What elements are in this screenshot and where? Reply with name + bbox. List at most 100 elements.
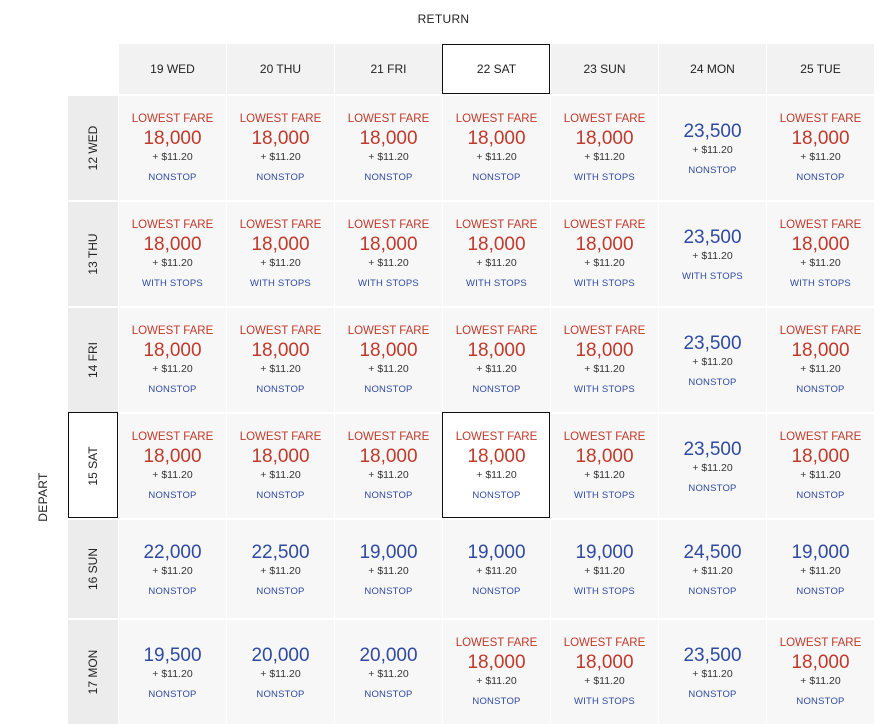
fare-tax: + $11.20 [260, 257, 301, 269]
fare-tax: + $11.20 [800, 469, 841, 481]
fare-price: 18,000 [251, 340, 310, 361]
stops-label: NONSTOP [472, 490, 521, 501]
return-date-header[interactable]: 22 SAT [442, 44, 550, 94]
fare-cell[interactable]: LOWEST FARE 18,000 + $11.20 NONSTOP [118, 94, 226, 200]
fare-cell[interactable]: LOWEST FARE 18,000 + $11.20 WITH STOPS [550, 94, 658, 200]
lowest-fare-badge: LOWEST FARE [455, 325, 538, 337]
fare-tax: + $11.20 [476, 151, 517, 163]
fare-tax: + $11.20 [476, 469, 517, 481]
fare-price: 18,000 [467, 340, 526, 361]
fare-cell[interactable]: LOWEST FARE 18,000 + $11.20 NONSTOP [766, 618, 874, 724]
stops-label: NONSTOP [148, 585, 197, 597]
fare-cell[interactable]: LOWEST FARE 18,000 + $11.20 NONSTOP [334, 94, 442, 200]
fare-cell[interactable]: LOWEST FARE 18,000 + $11.20 WITH STOPS [550, 200, 658, 306]
fare-cell[interactable]: LOWEST FARE 18,000 + $11.20 NONSTOP [226, 94, 334, 200]
fare-cell[interactable]: 23,500 + $11.20 NONSTOP [658, 412, 766, 518]
return-date-header[interactable]: 23 SUN [550, 44, 658, 94]
fare-cell[interactable]: LOWEST FARE 18,000 + $11.20 NONSTOP [442, 306, 550, 412]
fare-cell[interactable]: LOWEST FARE 18,000 + $11.20 WITH STOPS [226, 200, 334, 306]
fare-cell[interactable]: 19,000 + $11.20 WITH STOPS [550, 518, 658, 618]
fare-price: 18,000 [467, 652, 526, 673]
fare-price: 19,000 [575, 541, 634, 563]
fare-cell[interactable]: LOWEST FARE 18,000 + $11.20 WITH STOPS [550, 306, 658, 412]
fare-tax: + $11.20 [692, 667, 733, 680]
fare-cell[interactable]: 19,000 + $11.20 NONSTOP [334, 518, 442, 618]
fare-cell[interactable]: 19,000 + $11.20 NONSTOP [766, 518, 874, 618]
fare-cell[interactable]: LOWEST FARE 18,000 + $11.20 NONSTOP [442, 412, 550, 518]
fare-tax: + $11.20 [152, 667, 193, 680]
fare-cell[interactable]: 23,500 + $11.20 NONSTOP [658, 94, 766, 200]
fare-price: 23,500 [683, 644, 742, 666]
lowest-fare-badge: LOWEST FARE [131, 431, 214, 443]
lowest-fare-badge: LOWEST FARE [455, 219, 538, 231]
fare-cell[interactable]: 23,500 + $11.20 WITH STOPS [658, 200, 766, 306]
fare-cell[interactable]: LOWEST FARE 18,000 + $11.20 WITH STOPS [442, 200, 550, 306]
fare-tax: + $11.20 [584, 469, 625, 481]
stops-label: NONSTOP [796, 384, 845, 395]
fare-cell[interactable]: 19,000 + $11.20 NONSTOP [442, 518, 550, 618]
fare-tax: + $11.20 [368, 667, 409, 680]
return-date-header[interactable]: 21 FRI [334, 44, 442, 94]
fare-cell[interactable]: LOWEST FARE 18,000 + $11.20 NONSTOP [442, 618, 550, 724]
lowest-fare-badge: LOWEST FARE [131, 325, 214, 337]
fare-cell[interactable]: 23,500 + $11.20 NONSTOP [658, 618, 766, 724]
fare-tax: + $11.20 [800, 151, 841, 163]
fare-price: 18,000 [575, 446, 634, 467]
depart-date-header[interactable]: 12 WED [68, 94, 118, 200]
fare-cell[interactable]: LOWEST FARE 18,000 + $11.20 NONSTOP [118, 412, 226, 518]
depart-date-header[interactable]: 13 THU [68, 200, 118, 306]
fare-price: 19,000 [467, 541, 526, 563]
fare-calendar-grid: 19 WED 20 THU 21 FRI 22 SAT 23 SUN 24 MON 25 T… [68, 44, 874, 724]
fare-cell[interactable]: 22,000 + $11.20 NONSTOP [118, 518, 226, 618]
fare-cell[interactable]: LOWEST FARE 18,000 + $11.20 NONSTOP [226, 306, 334, 412]
fare-tax: + $11.20 [800, 675, 841, 687]
fare-tax: + $11.20 [368, 257, 409, 269]
fare-price: 18,000 [467, 234, 526, 255]
stops-label: WITH STOPS [466, 278, 527, 289]
fare-cell[interactable]: LOWEST FARE 18,000 + $11.20 NONSTOP [334, 412, 442, 518]
stops-label: NONSTOP [256, 585, 305, 597]
lowest-fare-badge: LOWEST FARE [779, 431, 862, 443]
fare-price: 18,000 [143, 234, 202, 255]
return-date-header[interactable]: 19 WED [118, 44, 226, 94]
fare-cell[interactable]: 24,500 + $11.20 NONSTOP [658, 518, 766, 618]
fare-cell[interactable]: LOWEST FARE 18,000 + $11.20 NONSTOP [766, 306, 874, 412]
fare-cell[interactable]: LOWEST FARE 18,000 + $11.20 NONSTOP [442, 94, 550, 200]
fare-cell[interactable]: LOWEST FARE 18,000 + $11.20 NONSTOP [118, 306, 226, 412]
fare-price: 23,500 [683, 332, 742, 354]
fare-cell[interactable]: LOWEST FARE 18,000 + $11.20 NONSTOP [766, 412, 874, 518]
fare-price: 18,000 [575, 340, 634, 361]
stops-label: NONSTOP [148, 384, 197, 395]
lowest-fare-badge: LOWEST FARE [239, 431, 322, 443]
fare-cell[interactable]: LOWEST FARE 18,000 + $11.20 NONSTOP [766, 94, 874, 200]
fare-cell[interactable]: 23,500 + $11.20 NONSTOP [658, 306, 766, 412]
return-date-header[interactable]: 25 TUE [766, 44, 874, 94]
fare-cell[interactable]: LOWEST FARE 18,000 + $11.20 WITH STOPS [550, 618, 658, 724]
fare-tax: + $11.20 [260, 564, 301, 577]
fare-cell[interactable]: LOWEST FARE 18,000 + $11.20 WITH STOPS [118, 200, 226, 306]
fare-cell[interactable]: LOWEST FARE 18,000 + $11.20 WITH STOPS [550, 412, 658, 518]
fare-cell[interactable]: LOWEST FARE 18,000 + $11.20 NONSTOP [334, 306, 442, 412]
fare-tax: + $11.20 [368, 564, 409, 577]
fare-price: 23,500 [683, 120, 742, 142]
fare-cell[interactable]: 20,000 + $11.20 NONSTOP [226, 618, 334, 724]
fare-cell[interactable]: LOWEST FARE 18,000 + $11.20 NONSTOP [226, 412, 334, 518]
fare-price: 18,000 [359, 234, 418, 255]
fare-cell[interactable]: LOWEST FARE 18,000 + $11.20 WITH STOPS [766, 200, 874, 306]
depart-date-header[interactable]: 17 MON [68, 618, 118, 724]
depart-date-header[interactable]: 14 FRI [68, 306, 118, 412]
depart-date-header[interactable]: 15 SAT [68, 412, 118, 518]
fare-price: 18,000 [251, 128, 310, 149]
fare-cell[interactable]: 19,500 + $11.20 NONSTOP [118, 618, 226, 724]
stops-label: WITH STOPS [250, 278, 311, 289]
return-date-header[interactable]: 24 MON [658, 44, 766, 94]
return-date-header[interactable]: 20 THU [226, 44, 334, 94]
depart-date-header[interactable]: 16 SUN [68, 518, 118, 618]
fare-tax: + $11.20 [584, 564, 625, 577]
fare-cell[interactable]: 22,500 + $11.20 NONSTOP [226, 518, 334, 618]
fare-cell[interactable]: 20,000 + $11.20 NONSTOP [334, 618, 442, 724]
fare-cell[interactable]: LOWEST FARE 18,000 + $11.20 WITH STOPS [334, 200, 442, 306]
lowest-fare-badge: LOWEST FARE [563, 325, 646, 337]
depart-axis-label: DEPART [36, 472, 50, 522]
depart-date-label: 17 MON [86, 649, 100, 695]
